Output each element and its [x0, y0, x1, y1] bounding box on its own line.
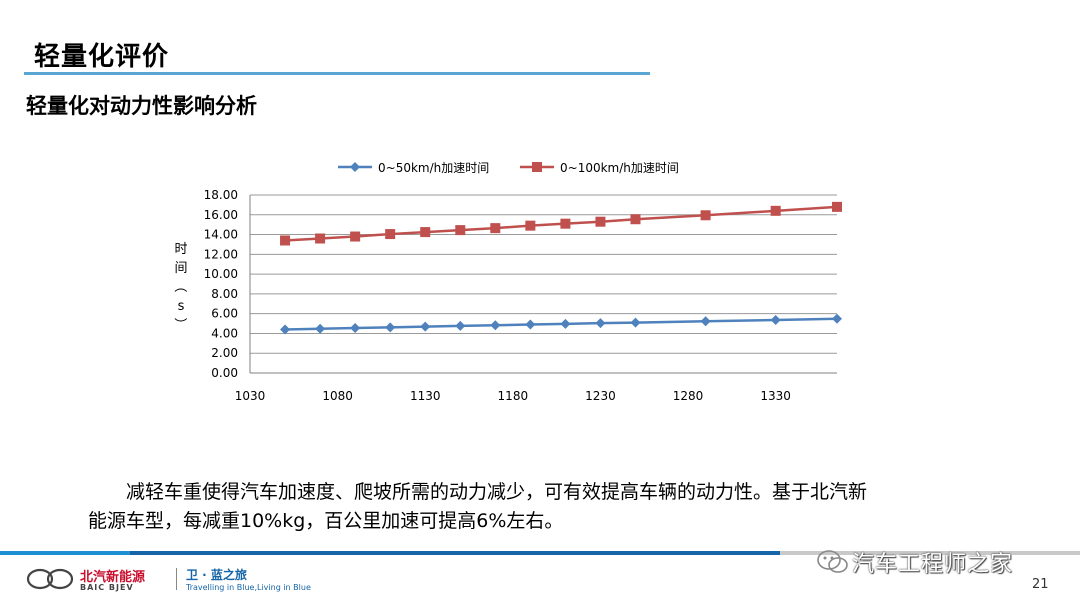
data-point	[630, 317, 641, 328]
y-tick-label: 10.00	[204, 267, 238, 281]
data-point	[385, 229, 396, 240]
y-axis-label: 时间 （ s ）	[172, 242, 188, 331]
y-axis-label-char: ）	[172, 317, 187, 330]
legend-marker	[350, 162, 360, 172]
slide-subtitle: 轻量化对动力性影响分析	[26, 94, 257, 118]
data-point	[525, 319, 536, 330]
series-line	[285, 317, 838, 331]
y-tick-label: 8.00	[211, 287, 238, 301]
data-point	[420, 321, 431, 332]
y-tick-label: 14.00	[204, 228, 238, 242]
x-tick-label: 1180	[498, 389, 529, 403]
y-tick-label: 2.00	[211, 346, 238, 360]
x-tick-label: 1330	[760, 389, 791, 403]
data-point	[630, 214, 641, 225]
data-point	[490, 320, 501, 331]
page-number: 21	[1032, 577, 1049, 592]
legend-label: 0~50km/h加速时间	[378, 161, 489, 175]
footer-bar-accent	[0, 551, 130, 555]
data-point	[595, 216, 606, 227]
x-tick-label: 1280	[673, 389, 704, 403]
data-point	[525, 220, 536, 231]
grid-lines	[250, 194, 837, 374]
data-point	[490, 223, 501, 234]
axes	[249, 195, 837, 374]
data-point	[595, 318, 606, 329]
data-point	[385, 322, 396, 333]
y-tick-label: 18.00	[204, 188, 238, 202]
data-point	[350, 323, 361, 334]
brand-divider	[176, 568, 177, 590]
legend-label: 0~100km/h加速时间	[560, 161, 679, 175]
data-point	[832, 313, 842, 324]
series-line	[284, 205, 838, 242]
y-tick-label: 4.00	[211, 326, 238, 340]
paragraph-line-2: 能源车型，每减重10%kg，百公里加速可提高6%左右。	[88, 510, 564, 532]
x-tick-label: 1030	[235, 389, 266, 403]
data-point	[420, 227, 431, 238]
data-point	[560, 218, 571, 229]
data-point	[280, 324, 291, 335]
data-point	[770, 314, 781, 325]
y-tick-label: 12.00	[204, 247, 238, 261]
data-point	[315, 233, 326, 244]
acceleration-chart: 0.00 2.00 4.00 6.00 8.00 10.00 12.00 14.00 16.00…	[172, 161, 842, 403]
data-point	[832, 201, 842, 212]
brand-name-cn: 北汽新能源	[80, 570, 146, 585]
legend: 0~50km/h加速时间 0~100km/h加速时间	[338, 161, 679, 175]
y-tick-label: 0.00	[211, 366, 238, 380]
x-tick-label: 1130	[410, 389, 441, 403]
data-point	[350, 231, 361, 242]
y-axis-label-char: 间	[174, 261, 187, 276]
footer-bar-accent-dark	[130, 551, 780, 555]
watermark-text: 汽车工程师之家	[852, 552, 1014, 577]
data-point	[700, 210, 711, 221]
wechat-icon	[817, 550, 848, 573]
y-axis-label-char: s	[178, 299, 185, 314]
slogan-en: Travelling in Blue,Living in Blue	[186, 583, 311, 592]
data-point	[455, 225, 466, 236]
y-axis-label-char: （	[172, 279, 187, 292]
title-underline	[24, 72, 650, 75]
series-lines	[280, 201, 842, 335]
legend-marker	[532, 162, 542, 172]
data-point	[455, 320, 466, 331]
brand-name-en: BAIC BJEV	[80, 583, 134, 592]
baic-logo-icon	[26, 568, 74, 590]
data-point	[770, 205, 781, 216]
x-tick-labels: 1030 1080 1130 1180 1230 1280 1330	[235, 389, 791, 403]
data-point	[700, 316, 711, 327]
data-point	[315, 323, 326, 334]
data-point	[280, 235, 291, 246]
x-tick-label: 1080	[322, 389, 353, 403]
y-tick-label: 16.00	[204, 208, 238, 222]
y-tick-labels: 0.00 2.00 4.00 6.00 8.00 10.00 12.00 14.00 16.00…	[204, 188, 238, 380]
description-paragraph: 减轻车重使得汽车加速度、爬坡所需的动力减少，可有效提高车辆的动力性。基于北汽新 …	[88, 478, 968, 536]
paragraph-line-1: 减轻车重使得汽车加速度、爬坡所需的动力减少，可有效提高车辆的动力性。基于北汽新	[126, 481, 868, 503]
y-tick-label: 6.00	[211, 307, 238, 321]
y-axis-label-char: 时	[174, 242, 187, 257]
data-point	[560, 318, 571, 329]
x-tick-label: 1230	[585, 389, 616, 403]
slogan-cn: 卫 · 蓝之旅	[186, 568, 247, 582]
slide-title: 轻量化评价	[34, 42, 170, 72]
